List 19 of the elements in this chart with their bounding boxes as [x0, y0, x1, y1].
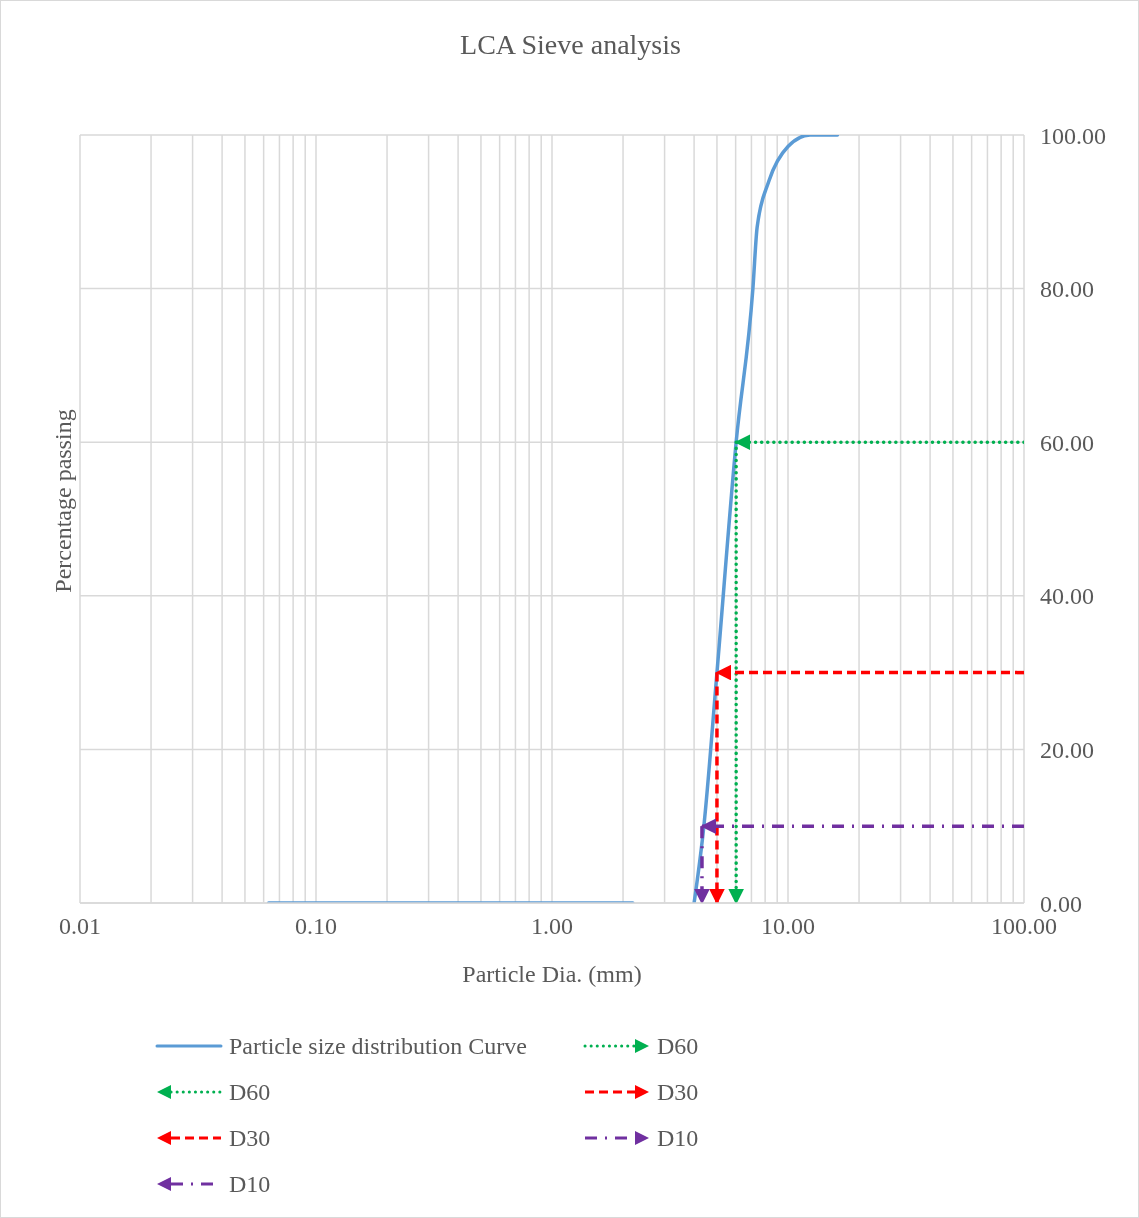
y-axis-title: Percentage passing	[49, 409, 77, 593]
y-tick-label: 100.00	[1040, 122, 1106, 149]
x-tick-label: 10.00	[761, 913, 815, 940]
legend-label: D60	[657, 1032, 699, 1060]
x-tick-label: 1.00	[531, 913, 573, 940]
legend-label: D10	[657, 1124, 699, 1152]
legend-label: D60	[229, 1078, 271, 1106]
x-tick-label: 0.10	[295, 913, 337, 940]
chart-title: LCA Sieve analysis	[459, 29, 682, 61]
y-tick-label: 40.00	[1040, 583, 1094, 610]
y-tick-label: 80.00	[1040, 276, 1094, 303]
legend-label: D10	[229, 1170, 271, 1198]
legend-label: Particle size distribution Curve	[229, 1032, 527, 1060]
legend-label: D30	[657, 1078, 699, 1106]
y-tick-label: 60.00	[1040, 429, 1094, 456]
legend-label: D30	[229, 1124, 271, 1152]
x-tick-label: 0.01	[59, 913, 101, 940]
y-tick-label: 20.00	[1040, 736, 1094, 763]
x-axis-title: Particle Dia. (mm)	[461, 961, 643, 988]
